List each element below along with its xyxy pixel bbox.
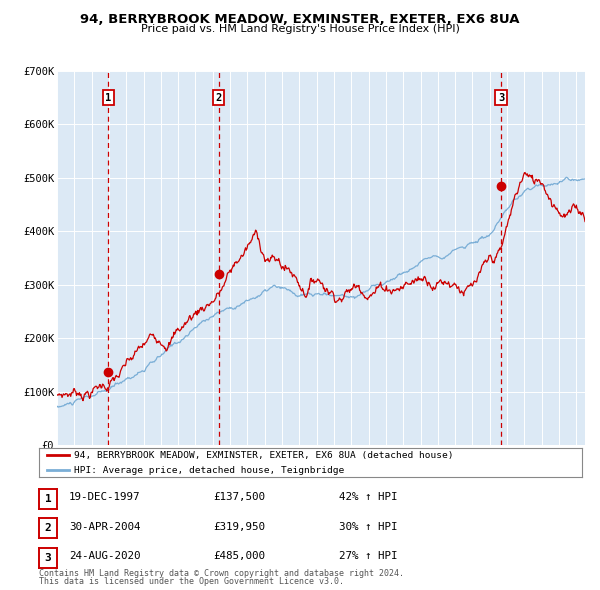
Text: 19-DEC-1997: 19-DEC-1997 [69,493,140,502]
Text: 94, BERRYBROOK MEADOW, EXMINSTER, EXETER, EX6 8UA (detached house): 94, BERRYBROOK MEADOW, EXMINSTER, EXETER… [74,451,454,460]
Text: £137,500: £137,500 [213,493,265,502]
Text: 1: 1 [44,494,52,503]
Text: 30% ↑ HPI: 30% ↑ HPI [339,522,397,532]
Text: This data is licensed under the Open Government Licence v3.0.: This data is licensed under the Open Gov… [39,577,344,586]
Text: £319,950: £319,950 [213,522,265,532]
Text: £485,000: £485,000 [213,552,265,561]
Text: 3: 3 [498,93,504,103]
Text: 2: 2 [44,523,52,533]
Text: 42% ↑ HPI: 42% ↑ HPI [339,493,397,502]
Text: 3: 3 [44,553,52,562]
Text: 94, BERRYBROOK MEADOW, EXMINSTER, EXETER, EX6 8UA: 94, BERRYBROOK MEADOW, EXMINSTER, EXETER… [80,13,520,26]
Text: 24-AUG-2020: 24-AUG-2020 [69,552,140,561]
Text: HPI: Average price, detached house, Teignbridge: HPI: Average price, detached house, Teig… [74,466,344,475]
Text: Price paid vs. HM Land Registry's House Price Index (HPI): Price paid vs. HM Land Registry's House … [140,24,460,34]
Text: Contains HM Land Registry data © Crown copyright and database right 2024.: Contains HM Land Registry data © Crown c… [39,569,404,578]
Text: 1: 1 [105,93,112,103]
Text: 27% ↑ HPI: 27% ↑ HPI [339,552,397,561]
Text: 30-APR-2004: 30-APR-2004 [69,522,140,532]
Text: 2: 2 [215,93,221,103]
